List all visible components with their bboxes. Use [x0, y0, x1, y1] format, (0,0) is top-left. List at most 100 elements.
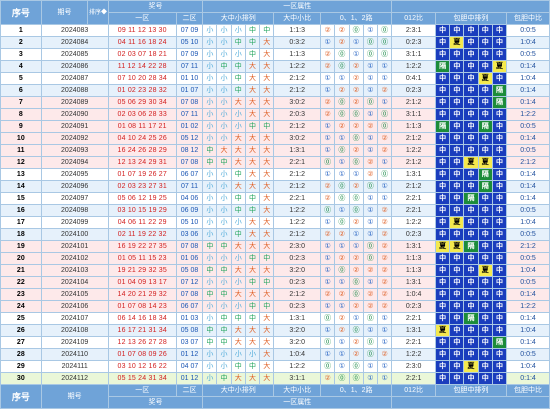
kill-cell: 中 — [477, 24, 493, 37]
row-zone2: 05 10 — [175, 216, 204, 229]
road-cell: ① — [320, 120, 336, 133]
road-cell: ② — [320, 372, 336, 385]
kill-cell: 中 — [463, 216, 479, 229]
row-zone2: 05 10 — [175, 36, 204, 49]
row-seq: 10 — [0, 132, 42, 145]
size-cell: 中 — [216, 312, 232, 325]
road-cell: ② — [334, 36, 350, 49]
size-cell: 小 — [202, 48, 218, 61]
row-seq: 7 — [0, 96, 42, 109]
road-cell: ⓪ — [348, 324, 364, 337]
table-row: 14 2024096 02 03 23 27 31 07 11 小小大大大 2:1:2 ② ⓪… — [0, 180, 550, 193]
row-kill-ratio: 0:1:4 — [506, 180, 550, 193]
size-cell: 大 — [244, 108, 261, 121]
row-kill-ratio: 0:0:5 — [506, 348, 550, 361]
sort-icon[interactable]: ◆ — [101, 9, 108, 16]
sort-button[interactable]: 排序◆ — [87, 0, 109, 25]
road-cell: ② — [348, 60, 364, 73]
kill-cell: 中 — [463, 60, 479, 73]
row-zone1: 01 07 08 09 26 — [107, 348, 177, 361]
size-cell: 小 — [202, 276, 218, 289]
row-period: 2024093 — [40, 144, 109, 157]
row-kill-ratio: 0:1:4 — [506, 288, 550, 301]
size-cell: 大 — [244, 60, 261, 73]
row-kill-ratio: 1:2:2 — [506, 108, 550, 121]
kill-cell: 中 — [463, 372, 479, 385]
size-cell: 大 — [216, 144, 232, 157]
road-cell: ② — [320, 108, 336, 121]
size-cell: 大 — [244, 96, 261, 109]
footer-size-order: 大中小排列 — [202, 384, 275, 397]
table-row: 5 2024087 07 10 20 28 34 01 10 小小中大大 2:1:2 ① ① ②… — [0, 72, 550, 85]
road-cell: ① — [334, 204, 350, 217]
table-row: 3 2024085 02 03 07 18 21 07 09 小小小中大 1:1:3 ② ⓪ ①… — [0, 48, 550, 61]
size-cell: 小 — [216, 96, 232, 109]
kill-cell: 夏 — [463, 156, 479, 169]
row-zone2: 03 07 — [175, 336, 204, 349]
road-cell: ⓪ — [348, 108, 364, 121]
row-period: 2024083 — [40, 24, 109, 37]
road-cell: ⓪ — [348, 372, 364, 385]
kill-cell: 中 — [477, 108, 493, 121]
row-road-ratio: 0:2:3 — [391, 300, 436, 313]
kill-cell: 中 — [491, 216, 508, 229]
kill-cell: 中 — [491, 300, 508, 313]
road-cell: ① — [362, 24, 378, 37]
road-cell: ① — [334, 276, 350, 289]
kill-cell: 中 — [477, 252, 493, 265]
sort-label: 排序 — [89, 9, 102, 16]
kill-cell: 中 — [491, 168, 508, 181]
row-road-ratio: 2:1:2 — [391, 156, 436, 169]
size-cell: 中 — [230, 192, 246, 205]
size-cell: 小 — [216, 228, 232, 241]
road-cell: ⓪ — [362, 240, 378, 253]
kill-cell: 中 — [491, 36, 508, 49]
size-cell: 小 — [202, 168, 218, 181]
size-cell: 大 — [244, 324, 261, 337]
kill-cell: 中 — [463, 72, 479, 85]
kill-cell: 中 — [477, 276, 493, 289]
row-zone2: 05 08 — [175, 264, 204, 277]
road-cell: ② — [376, 228, 393, 241]
road-cell: ① — [334, 72, 350, 85]
kill-cell: 中 — [449, 324, 465, 337]
kill-cell: 中 — [449, 300, 465, 313]
kill-cell: 中 — [477, 324, 493, 337]
kill-cell: 中 — [477, 84, 493, 97]
row-size-ratio: 0:2:3 — [273, 276, 322, 289]
kill-cell: 隔 — [477, 180, 493, 193]
road-cell: ② — [348, 84, 364, 97]
kill-cell: 中 — [434, 336, 451, 349]
kill-cell: 中 — [434, 300, 451, 313]
row-seq: 29 — [0, 360, 42, 373]
kill-cell: 中 — [491, 324, 508, 337]
row-size-ratio: 3:0:2 — [273, 96, 322, 109]
row-seq: 13 — [0, 168, 42, 181]
row-zone1: 01 05 11 15 23 — [107, 252, 177, 265]
kill-cell: 中 — [449, 84, 465, 97]
road-cell: ② — [376, 276, 393, 289]
row-seq: 26 — [0, 324, 42, 337]
table-row: 23 2024105 14 20 21 29 32 07 08 中中大大大 2:1:2 ② ②… — [0, 288, 550, 301]
row-kill-ratio: 0:1:4 — [506, 372, 550, 385]
size-cell: 小 — [202, 312, 218, 325]
kill-cell: 中 — [477, 360, 493, 373]
road-cell: ② — [320, 96, 336, 109]
size-cell: 小 — [216, 132, 232, 145]
row-size-ratio: 2:2:1 — [273, 192, 322, 205]
row-zone2: 05 08 — [175, 324, 204, 337]
road-cell: ① — [320, 324, 336, 337]
kill-cell: 中 — [463, 252, 479, 265]
road-cell: ⓪ — [362, 336, 378, 349]
kill-cell: 夏 — [449, 240, 465, 253]
footer-kill-ratio: 包胆中比 — [506, 384, 550, 397]
row-seq: 1 — [0, 24, 42, 37]
row-size-ratio: 1:1:3 — [273, 48, 322, 61]
road-cell: ① — [362, 60, 378, 73]
row-period: 2024096 — [40, 180, 109, 193]
size-cell: 小 — [216, 252, 232, 265]
kill-cell: 隔 — [463, 192, 479, 205]
row-road-ratio: 1:1:3 — [391, 120, 436, 133]
road-cell: ① — [376, 156, 393, 169]
row-kill-ratio: 1:0:4 — [506, 324, 550, 337]
